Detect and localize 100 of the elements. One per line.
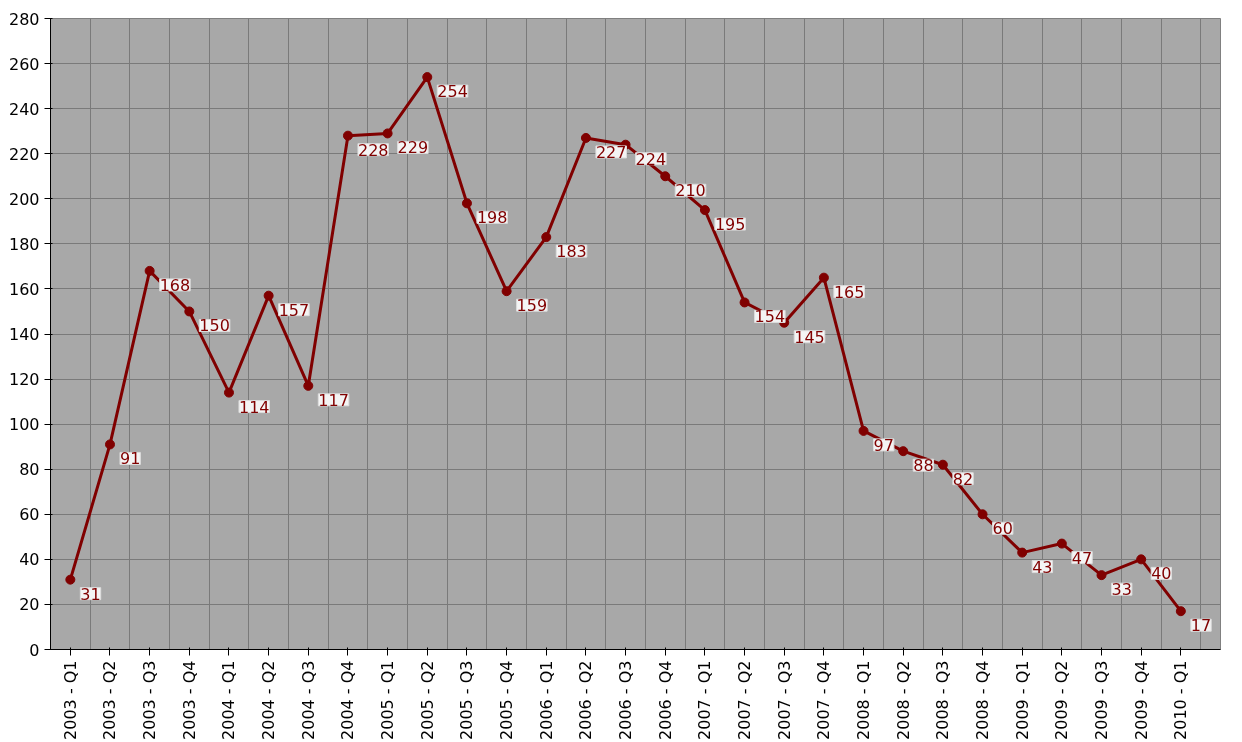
data-label: 91 — [119, 449, 141, 469]
data-label: 43 — [1032, 557, 1053, 577]
x-tick-label: 2004 - Q3 — [298, 660, 318, 740]
data-label: 117 — [318, 390, 349, 410]
data-label: 165 — [833, 282, 865, 302]
data-label: 195 — [714, 215, 746, 235]
point — [144, 265, 155, 276]
x-tick-label: 2007 - Q1 — [695, 660, 715, 740]
point — [65, 574, 76, 585]
data-label: 154 — [754, 307, 786, 327]
point — [342, 130, 353, 141]
y-tick-label: 0 — [29, 640, 40, 660]
point — [699, 205, 710, 216]
x-tick-label: 2009 - Q4 — [1131, 660, 1151, 740]
x-tick-label: 2009 - Q2 — [1052, 660, 1072, 740]
point — [461, 198, 472, 209]
y-tick-label: 200 — [8, 189, 40, 209]
data-label: 254 — [437, 82, 468, 102]
data-label: 114 — [238, 397, 270, 417]
data-label: 31 — [80, 584, 101, 604]
point — [1136, 554, 1147, 565]
x-tick-label: 2005 - Q1 — [378, 660, 398, 740]
x-tick-label: 2010 - Q1 — [1171, 660, 1191, 740]
point — [977, 509, 988, 520]
x-tick-label: 2009 - Q3 — [1092, 660, 1112, 740]
data-label: 88 — [913, 456, 934, 476]
point — [1175, 606, 1186, 617]
y-tick-label: 220 — [8, 144, 40, 164]
data-label: 145 — [794, 327, 825, 347]
x-tick-label: 2006 - Q3 — [616, 660, 636, 740]
x-tick-label: 2008 - Q3 — [933, 660, 953, 740]
x-tick-label: 2008 - Q4 — [973, 660, 993, 740]
point — [818, 272, 829, 283]
x-tick-label: 2003 - Q1 — [60, 660, 80, 740]
point — [263, 290, 274, 301]
point — [104, 439, 115, 450]
y-tick-label: 240 — [8, 99, 40, 119]
x-tick-label: 2006 - Q2 — [576, 660, 596, 740]
x-tick-label: 2008 - Q1 — [854, 660, 874, 740]
point — [739, 297, 750, 308]
data-label: 33 — [1111, 580, 1132, 600]
x-tick-label: 2003 - Q4 — [179, 660, 199, 740]
data-label: 198 — [476, 208, 508, 228]
x-tick-label: 2007 - Q2 — [735, 660, 755, 740]
x-tick-label: 2005 - Q3 — [457, 660, 477, 740]
y-tick-label: 20 — [19, 595, 40, 615]
data-label: 47 — [1071, 548, 1093, 568]
x-tick-label: 2007 - Q3 — [774, 660, 794, 740]
x-tick-label: 2003 - Q3 — [140, 660, 160, 740]
point — [303, 380, 314, 391]
point — [580, 132, 591, 143]
y-tick-label: 40 — [19, 550, 40, 570]
x-tick-label: 2004 - Q1 — [219, 660, 239, 740]
data-label: 210 — [675, 181, 706, 201]
point — [898, 446, 909, 457]
y-tick-label: 280 — [8, 9, 40, 29]
x-tick-label: 2004 - Q4 — [338, 660, 358, 740]
point — [541, 232, 552, 243]
point — [422, 72, 433, 83]
x-tick-label: 2006 - Q4 — [655, 660, 675, 740]
data-label: 159 — [516, 296, 548, 316]
y-tick-label: 80 — [19, 460, 40, 480]
x-tick-label: 2006 - Q1 — [536, 660, 556, 740]
point — [501, 286, 512, 297]
point — [1056, 538, 1067, 549]
point — [937, 459, 948, 470]
data-label: 228 — [357, 140, 389, 160]
data-label: 183 — [556, 242, 587, 262]
y-tick-label: 160 — [8, 279, 40, 299]
data-label: 40 — [1151, 564, 1172, 584]
data-label: 227 — [595, 142, 627, 162]
x-tick-label: 2005 - Q2 — [417, 660, 437, 740]
x-tick-label: 2008 - Q2 — [893, 660, 913, 740]
data-label: 229 — [397, 138, 429, 158]
data-label: 17 — [1190, 616, 1212, 636]
x-tick-label: 2003 - Q2 — [100, 660, 120, 740]
data-label: 60 — [992, 519, 1013, 539]
y-tick-label: 120 — [8, 370, 40, 390]
y-tick-label: 100 — [8, 415, 40, 435]
data-label: 82 — [952, 469, 974, 489]
point — [184, 306, 195, 317]
point — [223, 387, 234, 398]
point — [660, 171, 671, 182]
data-label: 150 — [199, 316, 230, 336]
point — [1017, 547, 1028, 558]
point — [858, 425, 869, 436]
x-tick-label: 2007 - Q4 — [814, 660, 834, 740]
y-tick-label: 180 — [8, 234, 40, 254]
point — [1096, 570, 1107, 581]
y-tick-label: 260 — [8, 54, 40, 74]
y-tick-label: 60 — [19, 505, 40, 525]
x-tick-label: 2005 - Q4 — [497, 660, 517, 740]
point — [382, 128, 393, 139]
data-label: 168 — [159, 275, 191, 295]
x-tick-label: 2004 - Q2 — [259, 660, 279, 740]
data-label: 224 — [635, 149, 667, 169]
data-label: 97 — [873, 435, 894, 455]
data-label: 157 — [278, 300, 310, 320]
y-tick-label: 140 — [8, 325, 40, 344]
x-tick-label: 2009 - Q1 — [1012, 660, 1032, 740]
